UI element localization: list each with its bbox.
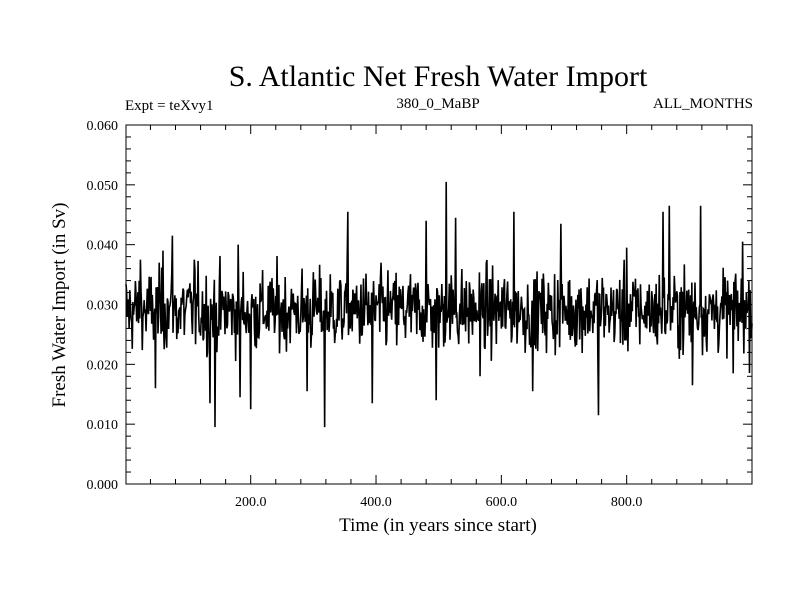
x-tick-label: 800.0 [611,495,643,510]
y-axis-label: Fresh Water Import (in Sv) [49,203,70,408]
y-tick-label: 0.060 [87,119,119,134]
data-series-line [125,181,753,428]
y-tick-label: 0.050 [87,179,119,194]
y-tick-label: 0.040 [87,239,119,254]
y-tick-label: 0.030 [87,299,119,314]
chart-title: S. Atlantic Net Fresh Water Import [229,60,648,93]
x-tick-label: 600.0 [486,495,518,510]
y-tick-label: 0.000 [87,478,119,493]
subtitle-months: ALL_MONTHS [653,96,753,112]
subtitle-experiment: Expt = teXvy1 [125,98,213,114]
subtitle-run: 380_0_MaBP [396,96,479,112]
x-tick-label: 200.0 [235,495,267,510]
y-tick-label: 0.010 [87,418,119,433]
y-tick-label: 0.020 [87,358,119,373]
x-tick-label: 400.0 [360,495,392,510]
plot-area: 0.000 0.010 0.020 0.030 0.040 0.050 0.060 200.0… [87,119,753,510]
x-axis-label: Time (in years since start) [339,515,537,536]
